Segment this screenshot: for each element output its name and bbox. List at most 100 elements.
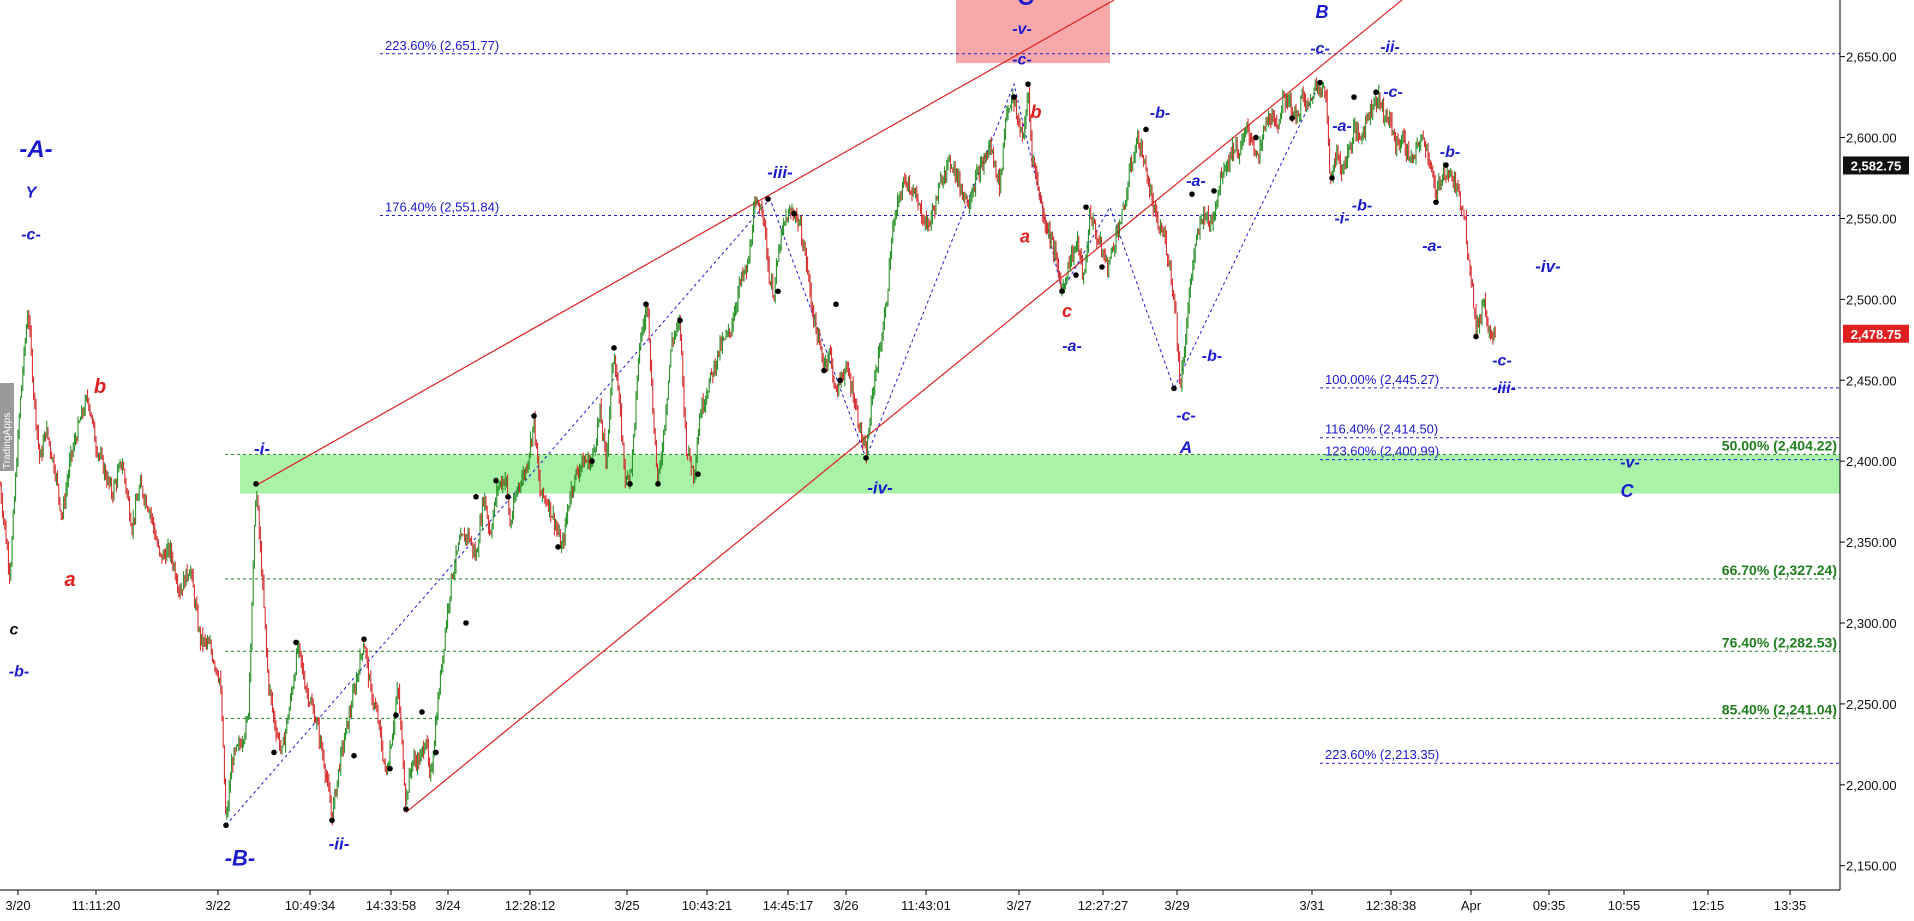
pivot-dot-17 (555, 544, 561, 550)
pivot-dot-2 (271, 749, 277, 756)
pivot-dot-46 (1351, 94, 1357, 100)
pivot-dot-48 (1433, 199, 1439, 206)
level-label-0: 223.60% (2,651.77) (385, 38, 499, 53)
pivot-dot-19 (611, 345, 617, 351)
x-tick-label-0: 3/20 (5, 898, 30, 913)
x-tick-label-14: 3/29 (1164, 898, 1189, 913)
y-tick-label-6: 2,450.00 (1846, 373, 1897, 388)
watermark-text: TradingApps (2, 413, 13, 469)
wave-labels: -A-Y-c-bac-b--i--B--ii--iii--iv--C--v--c… (9, 0, 1640, 871)
pivot-dot-6 (361, 636, 367, 642)
wave-label-28: -a- (1332, 118, 1352, 135)
y-tick-label-4: 2,350.00 (1846, 535, 1897, 550)
y-tick-label-10: 2,650.00 (1846, 50, 1897, 65)
wave-label-27: -c- (1383, 84, 1403, 101)
wave-label-18: -a- (1062, 338, 1082, 355)
wave-label-4: a (64, 569, 75, 591)
wave-label-1: Y (26, 184, 38, 201)
pivot-dot-45 (1329, 175, 1335, 181)
price-tag-label-0: 2,582.75 (1851, 158, 1902, 173)
price-series (0, 77, 1496, 826)
x-tick-label-15: 3/31 (1299, 898, 1324, 913)
pivot-dot-7 (387, 765, 393, 772)
x-tick-label-19: 10:55 (1608, 898, 1641, 913)
wave-label-16: a (1020, 227, 1030, 247)
pivot-dot-9 (403, 806, 409, 812)
pivot-dot-12 (463, 620, 469, 626)
x-tick-label-2: 3/22 (205, 898, 230, 913)
trend-line-1 (405, 0, 1403, 813)
x-tick-label-4: 14:33:58 (366, 898, 417, 913)
wave-label-25: -c- (1310, 40, 1330, 57)
wave-label-30: -b- (1352, 197, 1372, 214)
pivot-dot-15 (505, 493, 511, 500)
pivot-dot-22 (655, 481, 661, 487)
pivot-dot-49 (1443, 162, 1449, 168)
level-label-9: 85.40% (2,241.04) (1722, 701, 1837, 717)
pivot-dot-50 (1473, 333, 1479, 340)
x-tick-label-11: 11:43:01 (901, 898, 951, 913)
pivot-dot-43 (1289, 115, 1295, 121)
wave-label-8: -B- (225, 846, 256, 871)
wave-label-10: -iii- (767, 163, 793, 182)
y-tick-label-2: 2,250.00 (1846, 697, 1897, 712)
pivot-dot-41 (1211, 188, 1217, 194)
wave-label-17: c (1062, 301, 1072, 321)
pivot-dot-47 (1373, 89, 1379, 96)
wave-label-37: C (1621, 481, 1635, 501)
wave-label-6: -b- (9, 663, 29, 680)
pivot-dot-27 (791, 210, 797, 217)
pivot-dot-23 (677, 317, 683, 324)
pivot-markers (223, 79, 1479, 829)
pivot-dot-34 (1059, 288, 1065, 295)
price-tag-label-1: 2,478.75 (1851, 327, 1902, 342)
wave-label-11: -iv- (867, 479, 893, 498)
pivot-dot-4 (329, 817, 335, 824)
price-tags: 2,582.75 2,478.75 (1843, 156, 1909, 343)
y-tick-label-5: 2,400.00 (1846, 454, 1897, 469)
level-label-8: 76.40% (2,282.53) (1722, 634, 1837, 650)
pivot-dot-39 (1171, 385, 1177, 392)
wave-label-35: -iii- (1492, 380, 1516, 397)
x-tick-label-7: 3/25 (614, 898, 639, 913)
price-tag-bg-1 (1843, 324, 1909, 343)
pivot-dot-14 (493, 477, 499, 484)
price-tag-bg-0 (1843, 156, 1909, 175)
x-tick-label-20: 12:15 (1692, 898, 1725, 913)
level-label-2: 100.00% (2,445.27) (1325, 372, 1439, 387)
wave-label-15: b (1031, 102, 1042, 122)
wave-label-14: -c- (1012, 52, 1032, 69)
zone-0 (240, 454, 1840, 494)
y-tick-label-8: 2,550.00 (1846, 211, 1897, 226)
level-label-7: 66.70% (2,327.24) (1722, 562, 1837, 578)
wave-label-31: -b- (1440, 144, 1460, 161)
y-tick-label-1: 2,200.00 (1846, 778, 1897, 793)
pivot-dot-29 (833, 301, 839, 308)
x-tick-label-16: 12:38:38 (1366, 898, 1417, 913)
pivot-dot-1 (253, 481, 259, 487)
y-tick-label-3: 2,300.00 (1846, 616, 1897, 631)
wave-label-33: -iv- (1535, 257, 1561, 276)
pivot-dot-37 (1099, 264, 1105, 270)
y-tick-label-0: 2,150.00 (1846, 859, 1897, 874)
level-label-1: 176.40% (2,551.84) (385, 199, 499, 214)
x-tick-label-3: 10:49:34 (285, 898, 336, 913)
level-label-6: 50.00% (2,404.22) (1722, 437, 1837, 453)
pivot-dot-31 (863, 455, 869, 461)
trend-line-0 (255, 0, 1115, 486)
pivot-dot-11 (433, 749, 439, 756)
wave-label-32: -a- (1422, 238, 1442, 255)
pivot-dot-5 (351, 752, 357, 759)
wave-label-12: -C- (1009, 0, 1042, 11)
pivot-dot-33 (1025, 81, 1031, 87)
y-tick-label-9: 2,600.00 (1846, 131, 1897, 146)
x-tick-label-21: 13:35 (1774, 898, 1807, 913)
wave-label-34: -c- (1492, 353, 1512, 370)
pivot-dot-18 (589, 458, 595, 464)
wave-label-22: -c- (1176, 408, 1196, 425)
x-tick-label-5: 3/24 (435, 898, 460, 913)
pivot-dot-10 (419, 709, 425, 715)
